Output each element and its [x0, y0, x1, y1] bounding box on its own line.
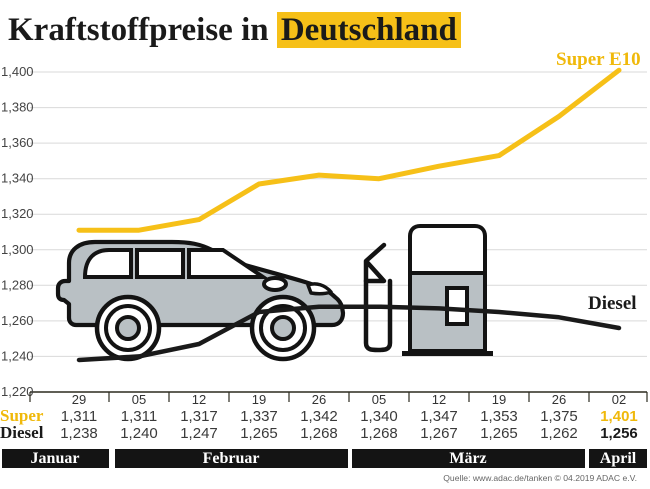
svg-text:1,375: 1,375 [540, 408, 578, 425]
svg-text:1,262: 1,262 [540, 425, 578, 442]
svg-text:1,311: 1,311 [61, 408, 97, 425]
svg-text:1,317: 1,317 [180, 408, 218, 425]
svg-text:1,268: 1,268 [300, 425, 338, 442]
svg-text:1,267: 1,267 [420, 425, 458, 442]
svg-text:1,220: 1,220 [1, 384, 34, 399]
svg-text:1,400: 1,400 [1, 64, 34, 79]
svg-text:1,280: 1,280 [1, 277, 34, 292]
svg-text:1,380: 1,380 [1, 100, 34, 115]
svg-text:1,360: 1,360 [1, 135, 34, 150]
svg-text:1,340: 1,340 [1, 171, 34, 186]
svg-text:19: 19 [252, 392, 266, 407]
svg-text:1,401: 1,401 [600, 408, 638, 425]
svg-text:1,265: 1,265 [480, 425, 518, 442]
svg-text:Diesel: Diesel [0, 423, 44, 442]
svg-text:1,311: 1,311 [121, 408, 157, 425]
svg-text:05: 05 [372, 392, 386, 407]
svg-text:1,265: 1,265 [240, 425, 278, 442]
svg-text:1,238: 1,238 [60, 425, 98, 442]
svg-text:1,337: 1,337 [240, 408, 278, 425]
svg-text:12: 12 [432, 392, 446, 407]
svg-text:Diesel: Diesel [588, 293, 637, 314]
svg-text:26: 26 [312, 392, 326, 407]
svg-text:Januar: Januar [31, 450, 80, 467]
svg-text:1,320: 1,320 [1, 206, 34, 221]
svg-text:1,240: 1,240 [120, 425, 158, 442]
svg-text:1,247: 1,247 [180, 425, 218, 442]
svg-text:26: 26 [552, 392, 566, 407]
svg-text:05: 05 [132, 392, 146, 407]
svg-text:1,256: 1,256 [600, 425, 638, 442]
svg-text:12: 12 [192, 392, 206, 407]
svg-text:Super E10: Super E10 [556, 49, 641, 70]
svg-text:1,353: 1,353 [480, 408, 518, 425]
svg-text:02: 02 [612, 392, 626, 407]
svg-text:Februar: Februar [203, 450, 260, 467]
svg-text:1,342: 1,342 [300, 408, 338, 425]
svg-text:März: März [449, 450, 486, 467]
svg-text:April: April [600, 450, 637, 467]
svg-text:1,240: 1,240 [1, 348, 34, 363]
svg-text:Quelle: www.adac.de/tanken: Quelle: www.adac.de/tanken © 04.2019 ADA… [443, 473, 637, 483]
svg-text:1,300: 1,300 [1, 242, 34, 257]
svg-text:1,340: 1,340 [360, 408, 398, 425]
svg-text:29: 29 [72, 392, 86, 407]
svg-text:19: 19 [492, 392, 506, 407]
svg-text:1,260: 1,260 [1, 313, 34, 328]
svg-text:1,268: 1,268 [360, 425, 398, 442]
svg-text:1,347: 1,347 [420, 408, 458, 425]
